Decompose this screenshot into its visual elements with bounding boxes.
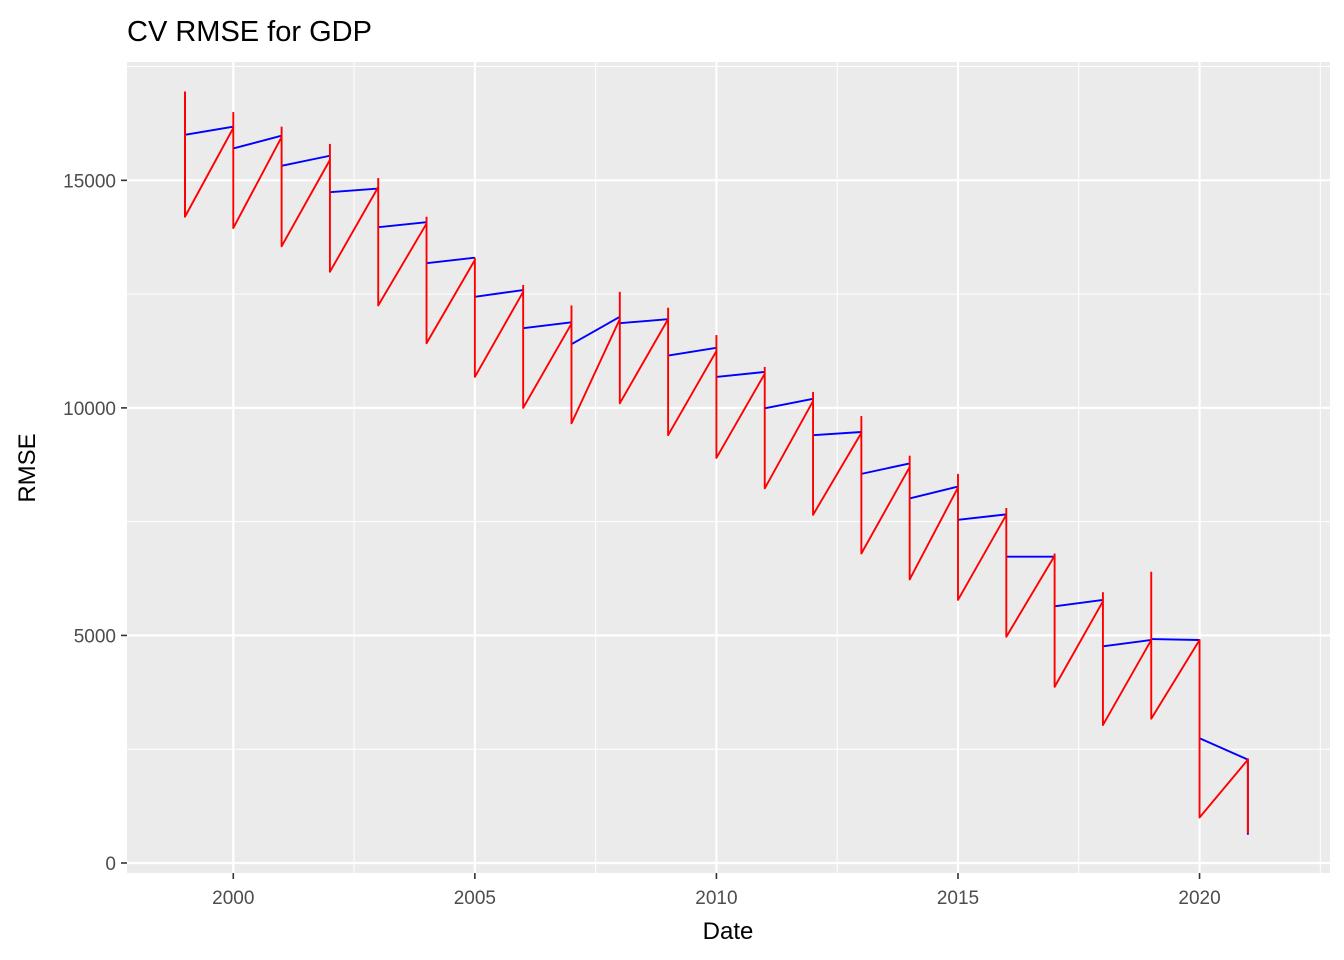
y-tick-label: 5000	[74, 626, 116, 647]
series-1-line-segment	[329, 187, 379, 194]
x-tick-label: 2005	[454, 888, 496, 909]
x-tick-label: 2015	[937, 888, 979, 909]
series-1-line-segment	[378, 221, 427, 229]
series-1-line-segment	[812, 431, 862, 437]
series-1-line-segment	[1054, 598, 1104, 608]
x-tick-label: 2020	[1178, 888, 1220, 909]
x-tick-label: 2000	[212, 888, 254, 909]
series-1-line-segment	[571, 316, 621, 345]
series-1-line-segment	[909, 485, 959, 500]
y-tick-label: 0	[105, 854, 116, 875]
series-1-line-segment	[764, 397, 814, 410]
y-axis-title: RMSE	[14, 433, 41, 502]
series-1-line-segment	[523, 321, 572, 330]
series-1-line-segment	[1151, 638, 1200, 641]
y-tick-label: 10000	[63, 399, 116, 420]
chart-title: CV RMSE for GDP	[127, 16, 372, 48]
x-axis-title: Date	[703, 918, 754, 945]
series-1-line-segment	[619, 318, 669, 325]
series-1-line-segment	[474, 289, 524, 298]
series-1-line-segment	[861, 462, 910, 475]
series-1-line-segment	[1102, 639, 1152, 648]
series-2-line-segment	[184, 91, 1249, 834]
series-1-line-segment	[233, 134, 282, 150]
y-axis: 0 5000 10000 15000	[63, 171, 127, 875]
series-1-line-segment	[426, 256, 475, 265]
series-layer	[184, 91, 1249, 835]
series-1-line-segment	[1199, 737, 1249, 761]
series-1-line-segment	[957, 513, 1007, 521]
series-1-line-segment	[716, 370, 765, 378]
x-tick-label: 2010	[695, 888, 737, 909]
grid-minor	[127, 62, 1330, 873]
plot-panel	[127, 62, 1330, 873]
series-1-line-segment	[184, 125, 234, 136]
y-tick-label: 15000	[63, 171, 116, 192]
series-1-line-segment	[281, 154, 331, 167]
series-1-line-segment	[667, 346, 717, 357]
x-axis: 2000 2005 2010 2015 2020	[212, 873, 1221, 909]
